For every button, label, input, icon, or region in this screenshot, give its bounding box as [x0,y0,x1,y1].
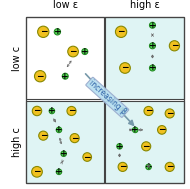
Text: +: + [60,149,67,158]
Text: high c: high c [12,127,22,157]
Text: −: − [36,72,44,81]
Circle shape [49,108,55,114]
Circle shape [70,134,79,143]
Circle shape [54,29,61,35]
Text: +: + [149,41,156,50]
Text: −: − [119,162,126,171]
Circle shape [61,151,66,156]
Text: low ε: low ε [53,0,78,10]
Circle shape [169,41,180,51]
Text: +: + [55,167,63,176]
FancyBboxPatch shape [105,101,184,183]
Circle shape [117,144,122,149]
Text: −: − [117,27,125,36]
Text: +: + [149,64,156,73]
Text: −: − [83,153,91,162]
Text: +: + [116,142,123,151]
Circle shape [116,26,127,37]
Circle shape [158,125,166,134]
Text: high ε: high ε [130,0,160,10]
Text: −: − [121,64,129,73]
Circle shape [32,106,42,116]
Text: +: + [145,162,152,171]
Text: +: + [48,106,56,115]
Circle shape [39,131,48,140]
Text: −: − [69,47,77,56]
FancyBboxPatch shape [26,101,105,183]
Text: −: − [166,109,173,118]
Circle shape [83,153,92,161]
Text: −: − [33,106,41,115]
Text: −: − [171,41,178,50]
Text: −: − [142,142,150,151]
Circle shape [144,106,153,115]
Circle shape [150,22,155,28]
Circle shape [165,109,174,118]
Text: −: − [145,106,152,115]
Circle shape [142,142,151,151]
Circle shape [56,127,62,133]
Text: +: + [61,72,69,81]
Text: low c: low c [12,46,22,71]
Circle shape [118,162,127,171]
Circle shape [32,167,42,177]
Circle shape [165,162,174,171]
FancyBboxPatch shape [105,17,184,99]
Text: −: − [158,125,166,134]
Circle shape [67,106,76,115]
Circle shape [38,26,49,37]
Circle shape [82,49,88,54]
Text: −: − [68,106,75,115]
Text: +: + [131,125,139,134]
Text: +: + [55,125,63,134]
Circle shape [68,46,78,57]
Text: −: − [40,27,47,36]
Circle shape [146,164,151,170]
Text: +: + [119,106,127,115]
Text: −: − [40,131,47,140]
Text: +: + [54,27,61,36]
Text: −: − [166,162,173,171]
Circle shape [120,63,130,73]
Text: +: + [81,47,89,56]
Circle shape [120,108,125,114]
Circle shape [132,127,138,133]
Circle shape [62,73,68,79]
Text: −: − [71,134,78,143]
Text: −: − [33,167,41,176]
Circle shape [35,70,46,82]
FancyBboxPatch shape [26,17,105,99]
Text: increasing β: increasing β [87,78,128,116]
Circle shape [150,65,155,71]
Circle shape [56,169,62,175]
Text: +: + [149,21,156,30]
Circle shape [150,43,155,49]
